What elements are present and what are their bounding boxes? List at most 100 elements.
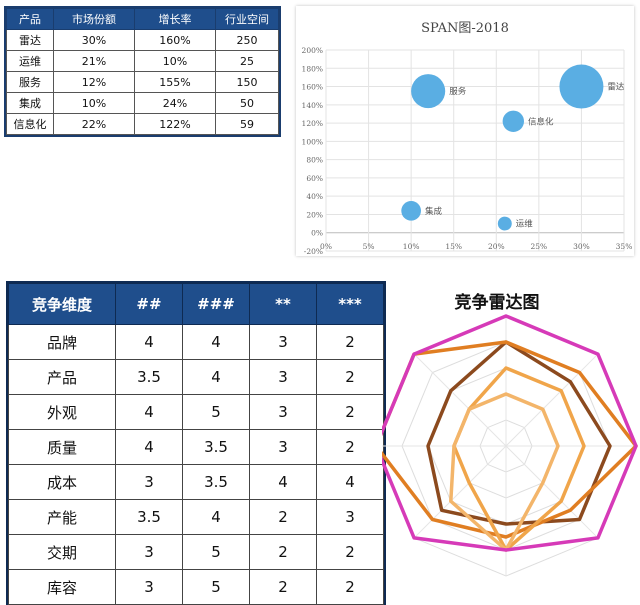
competition-table-row: 产品 3.5 4 3 2 bbox=[8, 359, 384, 395]
market-table-row: 信息化 22% 122% 59 bbox=[6, 113, 279, 135]
competition-table-cell: 2 bbox=[316, 569, 384, 605]
market-table-cell: 30% bbox=[53, 29, 135, 51]
bubble-x-tick: 20% bbox=[488, 242, 505, 251]
market-table-cell: 10% bbox=[53, 92, 135, 114]
market-table-cell: 24% bbox=[134, 92, 216, 114]
market-table-cell: 25 bbox=[215, 50, 279, 72]
competition-table-row: 成本 3 3.5 4 4 bbox=[8, 464, 384, 500]
bubble-x-tick: 0% bbox=[320, 242, 332, 251]
market-table-cell: 22% bbox=[53, 113, 135, 135]
competition-table-cell: 2 bbox=[316, 534, 384, 570]
market-table-cell: 122% bbox=[134, 113, 216, 135]
competition-table-cell: 5 bbox=[182, 394, 250, 430]
market-table-row: 集成 10% 24% 50 bbox=[6, 92, 279, 114]
competition-header-cell: 竞争维度 bbox=[8, 283, 116, 325]
competition-table-cell: 4 bbox=[316, 464, 384, 500]
competition-table-cell: 4 bbox=[115, 429, 183, 465]
competition-table-row-label: 库容 bbox=[8, 569, 116, 605]
competition-table-cell: 4 bbox=[182, 324, 250, 360]
market-table-row-label: 雷达 bbox=[6, 29, 54, 51]
radar-series-line bbox=[426, 340, 612, 526]
bubble-x-tick: 5% bbox=[363, 242, 375, 251]
bubble-label: 信息化 bbox=[528, 116, 554, 127]
competition-table-cell: 3 bbox=[249, 394, 317, 430]
market-table-cell: 160% bbox=[134, 29, 216, 51]
market-table-header: 产品 市场份额 增长率 行业空间 bbox=[6, 8, 279, 30]
radar-chart-area: 竞争雷达图 bbox=[374, 280, 640, 588]
market-table-row-label: 运维 bbox=[6, 50, 54, 72]
competition-table-cell: 3 bbox=[115, 464, 183, 500]
competition-table-cell: 4 bbox=[182, 359, 250, 395]
competition-header-cell: *** bbox=[316, 283, 384, 325]
market-table-cell: 250 bbox=[215, 29, 279, 51]
competition-table-cell: 2 bbox=[316, 429, 384, 465]
market-header-cell: 增长率 bbox=[134, 8, 216, 30]
competition-table-cell: 5 bbox=[182, 569, 250, 605]
competition-header-cell: ** bbox=[249, 283, 317, 325]
market-table-cell: 12% bbox=[53, 71, 135, 93]
market-table-row: 雷达 30% 160% 250 bbox=[6, 29, 279, 51]
competition-table-cell: 3 bbox=[249, 324, 317, 360]
market-table-row-label: 服务 bbox=[6, 71, 54, 93]
market-table-row-label: 信息化 bbox=[6, 113, 54, 135]
bubble-y-tick: 80% bbox=[306, 156, 323, 165]
competition-table-cell: 3 bbox=[249, 359, 317, 395]
competition-table-cell: 4 bbox=[115, 324, 183, 360]
bubble-label: 集成 bbox=[425, 206, 443, 217]
bubble-label: 运维 bbox=[516, 219, 534, 230]
competition-table-cell: 3 bbox=[249, 429, 317, 465]
competition-table-cell: 4 bbox=[249, 464, 317, 500]
competition-table-row: 品牌 4 4 3 2 bbox=[8, 324, 384, 360]
bubble-x-tick: 15% bbox=[445, 242, 462, 251]
competition-table-cell: 2 bbox=[249, 534, 317, 570]
bubble-x-tick: 35% bbox=[616, 242, 633, 251]
competition-table-row-label: 产品 bbox=[8, 359, 116, 395]
bubble-point bbox=[401, 200, 421, 221]
competition-table-cell: 3 bbox=[115, 534, 183, 570]
market-header-cell: 市场份额 bbox=[53, 8, 135, 30]
competition-table-cell: 3.5 bbox=[115, 359, 183, 395]
bubble-x-tick: 30% bbox=[573, 242, 590, 251]
competition-table-row-label: 产能 bbox=[8, 499, 116, 535]
radar-series-line bbox=[374, 340, 638, 539]
bubble-label: 雷达 bbox=[607, 82, 625, 93]
radar-axis-line bbox=[413, 353, 507, 447]
market-table-row-label: 集成 bbox=[6, 92, 54, 114]
bubble-y-tick: 160% bbox=[302, 83, 323, 92]
bubble-x-tick: 25% bbox=[531, 242, 548, 251]
competition-table-cell: 2 bbox=[316, 359, 384, 395]
competition-table-row: 交期 3 5 2 2 bbox=[8, 534, 384, 570]
competition-table-row: 库容 3 5 2 2 bbox=[8, 569, 384, 605]
market-header-cell: 产品 bbox=[6, 8, 54, 30]
bubble-chart-title: SPAN图-2018 bbox=[421, 21, 509, 36]
bubble-y-tick: 40% bbox=[306, 192, 323, 201]
market-table: 产品 市场份额 增长率 行业空间 雷达 30% 160% 250 运维 21% 10% 25 服… bbox=[6, 8, 279, 135]
bubble-y-tick: 120% bbox=[302, 119, 323, 128]
competition-table-cell: 2 bbox=[316, 324, 384, 360]
competition-table-cell: 3 bbox=[316, 499, 384, 535]
competition-table-header: 竞争维度 ## ### ** *** bbox=[8, 283, 384, 325]
bubble-y-tick: -20% bbox=[304, 247, 323, 256]
bubble-chart: SPAN图-2018 200% 180% 160% 140% 120% 100% 80% 60… bbox=[302, 21, 633, 256]
market-table-cell: 59 bbox=[215, 113, 279, 135]
radar-chart-title: 竞争雷达图 bbox=[454, 293, 540, 313]
bubble-chart-card: SPAN图-2018 200% 180% 160% 140% 120% 100% 80% 60… bbox=[296, 6, 634, 256]
competition-table-cell: 2 bbox=[249, 569, 317, 605]
bubble-label: 服务 bbox=[449, 86, 467, 97]
competition-table-cell: 5 bbox=[182, 534, 250, 570]
bubble-y-tick: 140% bbox=[302, 101, 323, 110]
bubble-point bbox=[497, 216, 512, 231]
competition-table-row: 质量 4 3.5 3 2 bbox=[8, 429, 384, 465]
bubble-y-tick: 200% bbox=[302, 46, 323, 55]
market-table-cell: 155% bbox=[134, 71, 216, 93]
radar-series-line bbox=[374, 314, 638, 552]
bubble-y-tick: 180% bbox=[302, 64, 323, 73]
competition-table-cell: 4 bbox=[115, 394, 183, 430]
competition-table-row: 产能 3.5 4 2 3 bbox=[8, 499, 384, 535]
market-table-cell: 10% bbox=[134, 50, 216, 72]
competition-table-row-label: 交期 bbox=[8, 534, 116, 570]
bubble-point bbox=[559, 64, 604, 109]
market-table-row: 服务 12% 155% 150 bbox=[6, 71, 279, 93]
competition-table-cell: 3 bbox=[115, 569, 183, 605]
competition-table-row: 外观 4 5 3 2 bbox=[8, 394, 384, 430]
